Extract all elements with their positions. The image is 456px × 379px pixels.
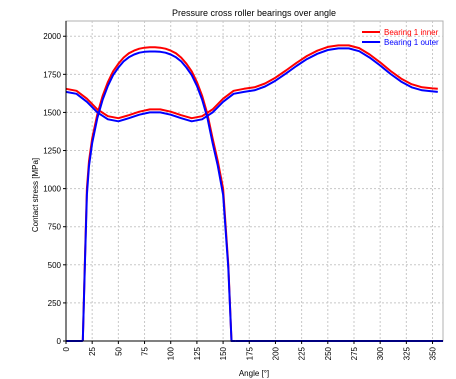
x-tick-label: 250	[324, 346, 333, 360]
x-tick-label: 300	[376, 346, 385, 360]
y-tick-label: 1750	[43, 70, 61, 79]
y-tick-label: 1500	[43, 108, 61, 117]
legend-label-inner: Bearing 1 inner	[384, 28, 439, 37]
y-tick-label: 500	[48, 261, 62, 270]
legend: Bearing 1 inner Bearing 1 outer	[362, 28, 439, 47]
chart-title: Pressure cross roller bearings over angl…	[172, 8, 336, 18]
x-tick-label: 50	[114, 346, 123, 355]
grid-layer	[65, 20, 444, 342]
series-line-outer-wave	[65, 47, 438, 123]
x-tick-label: 350	[429, 346, 438, 360]
x-tick-label: 125	[193, 346, 202, 360]
y-axis-title: Contact stress [MPa]	[31, 158, 40, 232]
x-tick-label: 200	[271, 346, 280, 360]
y-tick-label: 2000	[43, 32, 61, 41]
x-tick-label: 175	[245, 346, 254, 360]
series-line-inner-lobe	[81, 46, 236, 342]
plot-area	[65, 20, 444, 342]
y-tick-label: 1250	[43, 147, 61, 156]
x-tick-label: 275	[350, 346, 359, 360]
x-tick-label: 150	[219, 346, 228, 360]
x-tick-label: 75	[141, 346, 150, 355]
legend-label-outer: Bearing 1 outer	[384, 38, 439, 47]
x-tick-label: 100	[167, 346, 176, 360]
x-tick-label: 325	[402, 346, 411, 360]
y-tick-label: 250	[48, 299, 62, 308]
x-tick-label: 0	[62, 346, 71, 351]
series-line-inner-wave	[65, 44, 438, 120]
series-line-outer-lobe	[81, 50, 236, 342]
axis-layer: 0 25 50 75 100 125 150 175 200 225 250 275 300 325 350…	[43, 21, 443, 360]
y-tick-label: 750	[48, 223, 62, 232]
x-axis-title: Angle [°]	[239, 369, 269, 378]
y-tick-label: 1000	[43, 185, 61, 194]
x-tick-label: 25	[88, 346, 97, 355]
x-tick-label: 225	[298, 346, 307, 360]
y-tick-label: 0	[57, 337, 62, 346]
